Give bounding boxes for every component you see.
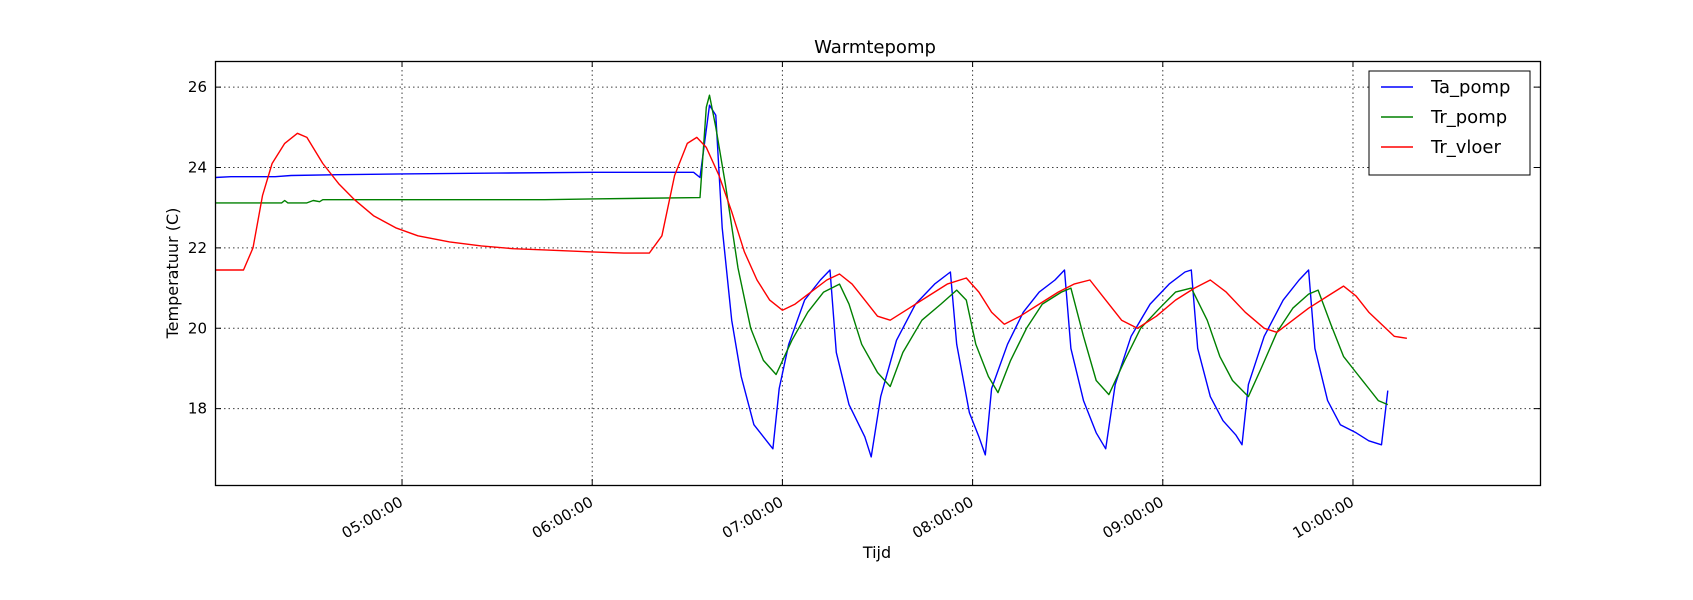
- x-tick-label: 09:00:00: [1099, 493, 1166, 542]
- chart-title: Warmtepomp: [814, 37, 936, 58]
- legend-box: [1368, 70, 1531, 176]
- series-line-tr-vloer: [215, 132, 1408, 339]
- series-line-tr-pomp: [215, 94, 1389, 406]
- y-tick-label: 18: [188, 400, 207, 418]
- x-tick-label: 06:00:00: [529, 493, 596, 542]
- series-line-ta-pomp: [214, 104, 1389, 458]
- series-lines: [214, 94, 1408, 458]
- y-tick-label: 22: [188, 239, 207, 257]
- grid: [215, 61, 1540, 485]
- y-tick-label: 26: [188, 78, 207, 96]
- y-axis-label: Temperatuur (C): [163, 208, 182, 340]
- y-axis: 18 20 22 24 26: [188, 78, 1540, 418]
- y-tick-label: 20: [188, 319, 207, 337]
- plot-frame: [214, 60, 1542, 487]
- x-tick-label: 08:00:00: [909, 493, 976, 542]
- legend-label: Ta_pomp: [1430, 77, 1510, 98]
- x-axis-label: Tijd: [862, 543, 891, 562]
- legend-label: Tr_pomp: [1430, 107, 1507, 128]
- legend: Ta_pomp Tr_pomp Tr_vloer: [1368, 70, 1531, 176]
- x-tick-label: 10:00:00: [1290, 493, 1357, 542]
- y-tick-label: 24: [188, 159, 207, 177]
- x-tick-label: 05:00:00: [339, 493, 406, 542]
- legend-label: Tr_vloer: [1430, 137, 1501, 158]
- x-tick-label: 07:00:00: [719, 493, 786, 542]
